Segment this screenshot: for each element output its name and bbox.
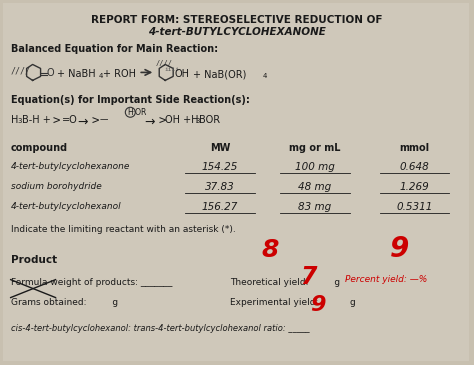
Text: MW: MW [210, 143, 230, 153]
Text: 100 mg: 100 mg [295, 162, 335, 172]
Text: mg or mL: mg or mL [289, 143, 340, 153]
Text: B-H +: B-H + [22, 115, 50, 125]
Text: 3: 3 [195, 118, 200, 124]
Text: 3: 3 [18, 118, 22, 124]
Text: ////: //// [11, 66, 31, 76]
Text: 4-tert-butylcyclohexanol: 4-tert-butylcyclohexanol [11, 202, 121, 211]
FancyBboxPatch shape [3, 3, 469, 361]
Text: Equation(s) for Important Side Reaction(s):: Equation(s) for Important Side Reaction(… [11, 95, 249, 105]
Text: 4: 4 [263, 73, 267, 80]
Text: + NaBH: + NaBH [56, 69, 95, 80]
Text: H·OR: H·OR [128, 108, 146, 117]
Text: Theoretical yield:         g: Theoretical yield: g [230, 278, 340, 287]
Text: BOR: BOR [199, 115, 220, 125]
Text: 156.27: 156.27 [202, 202, 238, 212]
Text: REPORT FORM: STEREOSELECTIVE REDUCTION OF: REPORT FORM: STEREOSELECTIVE REDUCTION O… [91, 15, 383, 25]
Text: sodium borohydride: sodium borohydride [11, 182, 101, 191]
Text: 4-tert-butylcyclohexanone: 4-tert-butylcyclohexanone [11, 162, 130, 171]
Text: H: H [11, 115, 18, 125]
Text: 4-tert-BUTYLCYCLOHEXANONE: 4-tert-BUTYLCYCLOHEXANONE [148, 27, 326, 36]
Text: >: > [91, 115, 99, 128]
Text: OH: OH [174, 69, 189, 80]
Text: >: > [158, 115, 166, 128]
Text: >: > [53, 115, 60, 128]
Text: Percent yield: —%: Percent yield: —% [345, 274, 427, 284]
Text: 9: 9 [390, 235, 409, 263]
Text: →: → [144, 115, 155, 128]
Text: iiii: iiii [164, 68, 179, 72]
Text: 83 mg: 83 mg [298, 202, 331, 212]
Text: 154.25: 154.25 [202, 162, 238, 172]
Text: 1.269: 1.269 [400, 182, 429, 192]
Text: O: O [46, 68, 54, 78]
Text: compound: compound [11, 143, 68, 153]
Text: 0.5311: 0.5311 [396, 202, 433, 212]
Text: 9: 9 [310, 295, 325, 315]
Text: 37.83: 37.83 [205, 182, 235, 192]
Text: ////: //// [155, 61, 172, 66]
Text: =O: =O [62, 115, 77, 125]
Text: + NaB(OR): + NaB(OR) [193, 69, 246, 80]
Text: 8: 8 [262, 238, 279, 262]
Text: Balanced Equation for Main Reaction:: Balanced Equation for Main Reaction: [11, 43, 218, 54]
Text: 48 mg: 48 mg [298, 182, 331, 192]
Text: Product: Product [11, 255, 57, 265]
Text: Indicate the limiting reactant with an asterisk (*).: Indicate the limiting reactant with an a… [11, 225, 236, 234]
Text: 4: 4 [99, 73, 103, 80]
Text: Grams obtained:         g: Grams obtained: g [11, 297, 118, 307]
Text: Experimental yield:           g: Experimental yield: g [230, 297, 356, 307]
Text: 7: 7 [300, 265, 316, 289]
Text: —: — [100, 115, 108, 124]
Text: mmol: mmol [400, 143, 429, 153]
Text: 0.648: 0.648 [400, 162, 429, 172]
Text: Formula weight of products: _______: Formula weight of products: _______ [11, 278, 172, 287]
Text: OH +H: OH +H [165, 115, 199, 125]
Text: →: → [77, 115, 88, 128]
Text: + ROH: + ROH [103, 69, 137, 80]
Text: cis-4-tert-butylcyclohexanol: trans-4-tert-butylcyclohexanol ratio: _____: cis-4-tert-butylcyclohexanol: trans-4-te… [11, 324, 310, 334]
